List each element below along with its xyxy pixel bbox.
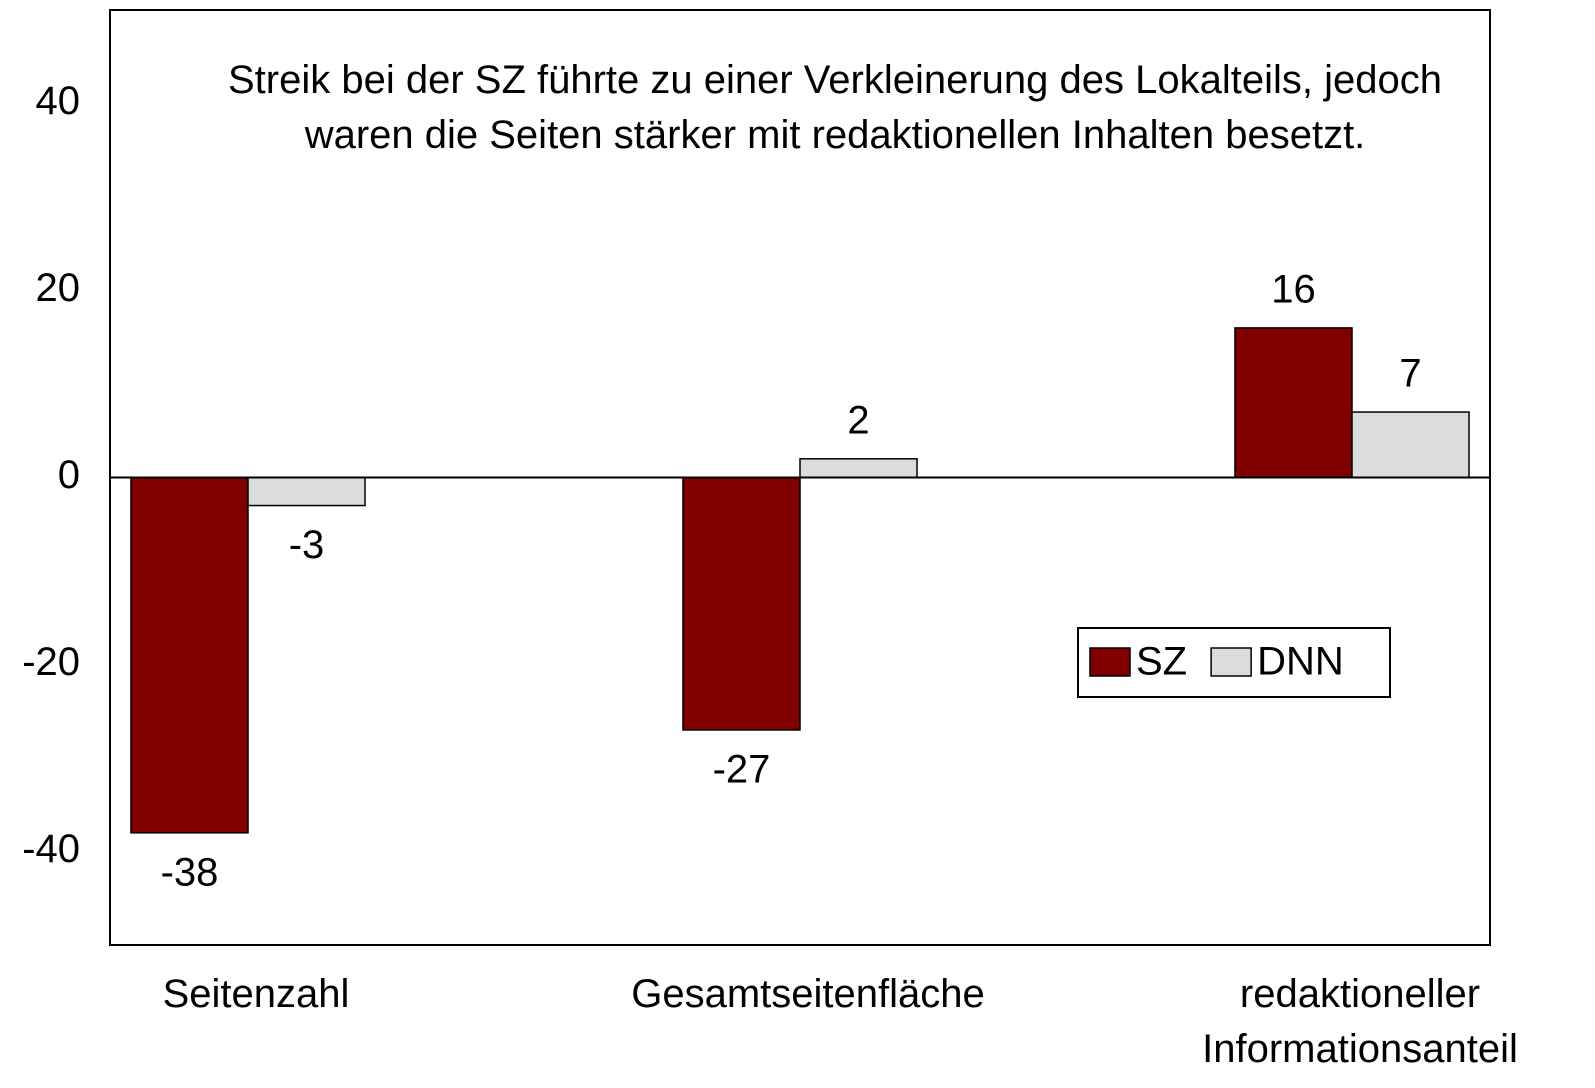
data-label: 2: [847, 398, 869, 442]
legend-swatch: [1210, 647, 1252, 677]
y-tick-label: 0: [58, 453, 80, 497]
bar: [1351, 411, 1470, 479]
data-label: -27: [713, 748, 771, 792]
data-label: -3: [289, 523, 325, 567]
y-tick-label: -20: [22, 640, 80, 684]
bar: [682, 476, 801, 731]
y-tick-label: 20: [36, 266, 81, 310]
x-tick-label: Seitenzahl: [162, 972, 350, 1016]
data-label: 16: [1271, 267, 1316, 311]
y-tick-label: 40: [36, 79, 81, 123]
legend-label: SZ: [1136, 640, 1187, 684]
bar: [247, 476, 366, 507]
data-label: 7: [1399, 352, 1421, 396]
bar: [799, 458, 918, 479]
legend-swatch: [1089, 647, 1131, 677]
x-tick-label: Gesamtseitenfläche: [631, 972, 985, 1016]
y-tick-label: -40: [22, 827, 80, 871]
data-label: -38: [161, 850, 219, 894]
legend-label: DNN: [1257, 640, 1344, 684]
x-tick-label: redaktioneller Informationsanteil: [1202, 972, 1518, 1071]
bar: [1234, 327, 1353, 479]
chart-title: Streik bei der SZ führte zu einer Verkle…: [227, 58, 1442, 157]
bar: [130, 476, 249, 834]
